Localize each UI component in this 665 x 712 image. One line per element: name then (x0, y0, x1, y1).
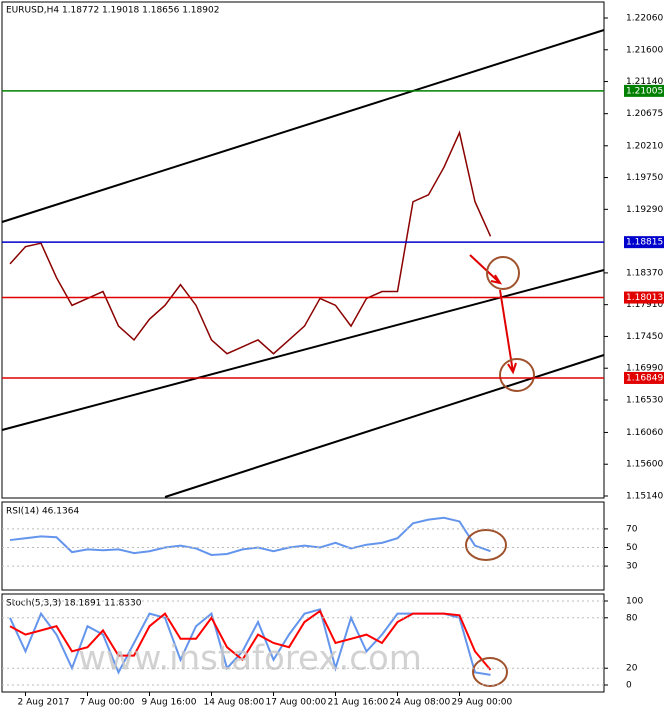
y-tick-label: 70 (626, 524, 638, 534)
x-tick-label: 14 Aug 08:00 (204, 698, 265, 708)
watermark: www.instaforex.com (78, 639, 422, 679)
y-tick-label: 1.17450 (626, 332, 663, 342)
channel-line (1, 269, 605, 431)
level-label: 1.16849 (626, 373, 663, 383)
y-tick-label: 1.15600 (626, 460, 663, 470)
y-tick-label: 20 (626, 664, 638, 674)
y-tick-label: 100 (626, 597, 643, 607)
y-tick-label: 1.20210 (626, 141, 663, 151)
main-panel (1, 1, 605, 499)
y-tick-label: 30 (626, 562, 638, 572)
circle (465, 529, 507, 561)
y-tick-label: 80 (626, 613, 638, 623)
annotations (465, 254, 535, 687)
x-tick-label: 29 Aug 00:00 (452, 698, 513, 708)
arrow (499, 289, 517, 375)
stoch-header: Stoch(5,3,3) 18.1891 11.8330 (6, 599, 142, 609)
channel-line (1, 29, 605, 223)
series-line (9, 609, 492, 671)
circle (486, 256, 520, 290)
circle (499, 358, 535, 392)
level-tag (624, 236, 664, 249)
y-tick-label: 1.16990 (626, 364, 663, 374)
y-tick-label: 1.18370 (626, 268, 663, 278)
y-tick-label: 1.21140 (626, 77, 663, 87)
stoch-panel (1, 593, 605, 693)
y-tick-label: 1.16060 (626, 428, 663, 438)
level-tag (624, 84, 664, 97)
level-label: 1.18013 (626, 293, 663, 303)
y-tick-label: 1.21600 (626, 45, 663, 55)
y-tick-label: 0 (626, 681, 632, 691)
y-tick-label: 1.20675 (626, 109, 663, 119)
y-tick-label: 1.15140 (626, 492, 663, 502)
rsi-header: RSI(14) 46.1364 (6, 507, 79, 517)
x-tick-label: 17 Aug 00:00 (266, 698, 327, 708)
rsi-panel (1, 501, 605, 591)
series-line (9, 608, 491, 676)
arrow (469, 254, 503, 285)
y-tick-label: 1.19290 (626, 205, 663, 215)
level-label: 1.21005 (626, 86, 663, 96)
level-tag (624, 371, 664, 384)
level-label: 1.18815 (626, 238, 663, 248)
series-line (9, 516, 491, 556)
y-tick-label: 1.17910 (626, 300, 663, 310)
level-tag (624, 291, 664, 304)
x-tick-label: 7 Aug 00:00 (80, 698, 135, 708)
circle (472, 657, 508, 687)
y-tick-label: 1.16530 (626, 395, 663, 405)
x-tick-label: 21 Aug 16:00 (328, 698, 389, 708)
x-tick-label: 2 Aug 2017 (18, 698, 70, 708)
y-tick-label: 1.22060 (626, 14, 663, 24)
y-tick-label: 1.19750 (626, 173, 663, 183)
x-tick-label: 9 Aug 16:00 (142, 698, 197, 708)
symbol-header: EURUSD,H4 1.18772 1.19018 1.18656 1.1890… (6, 6, 219, 16)
y-tick-label: 50 (626, 543, 638, 553)
x-tick-label: 24 Aug 08:00 (390, 698, 451, 708)
